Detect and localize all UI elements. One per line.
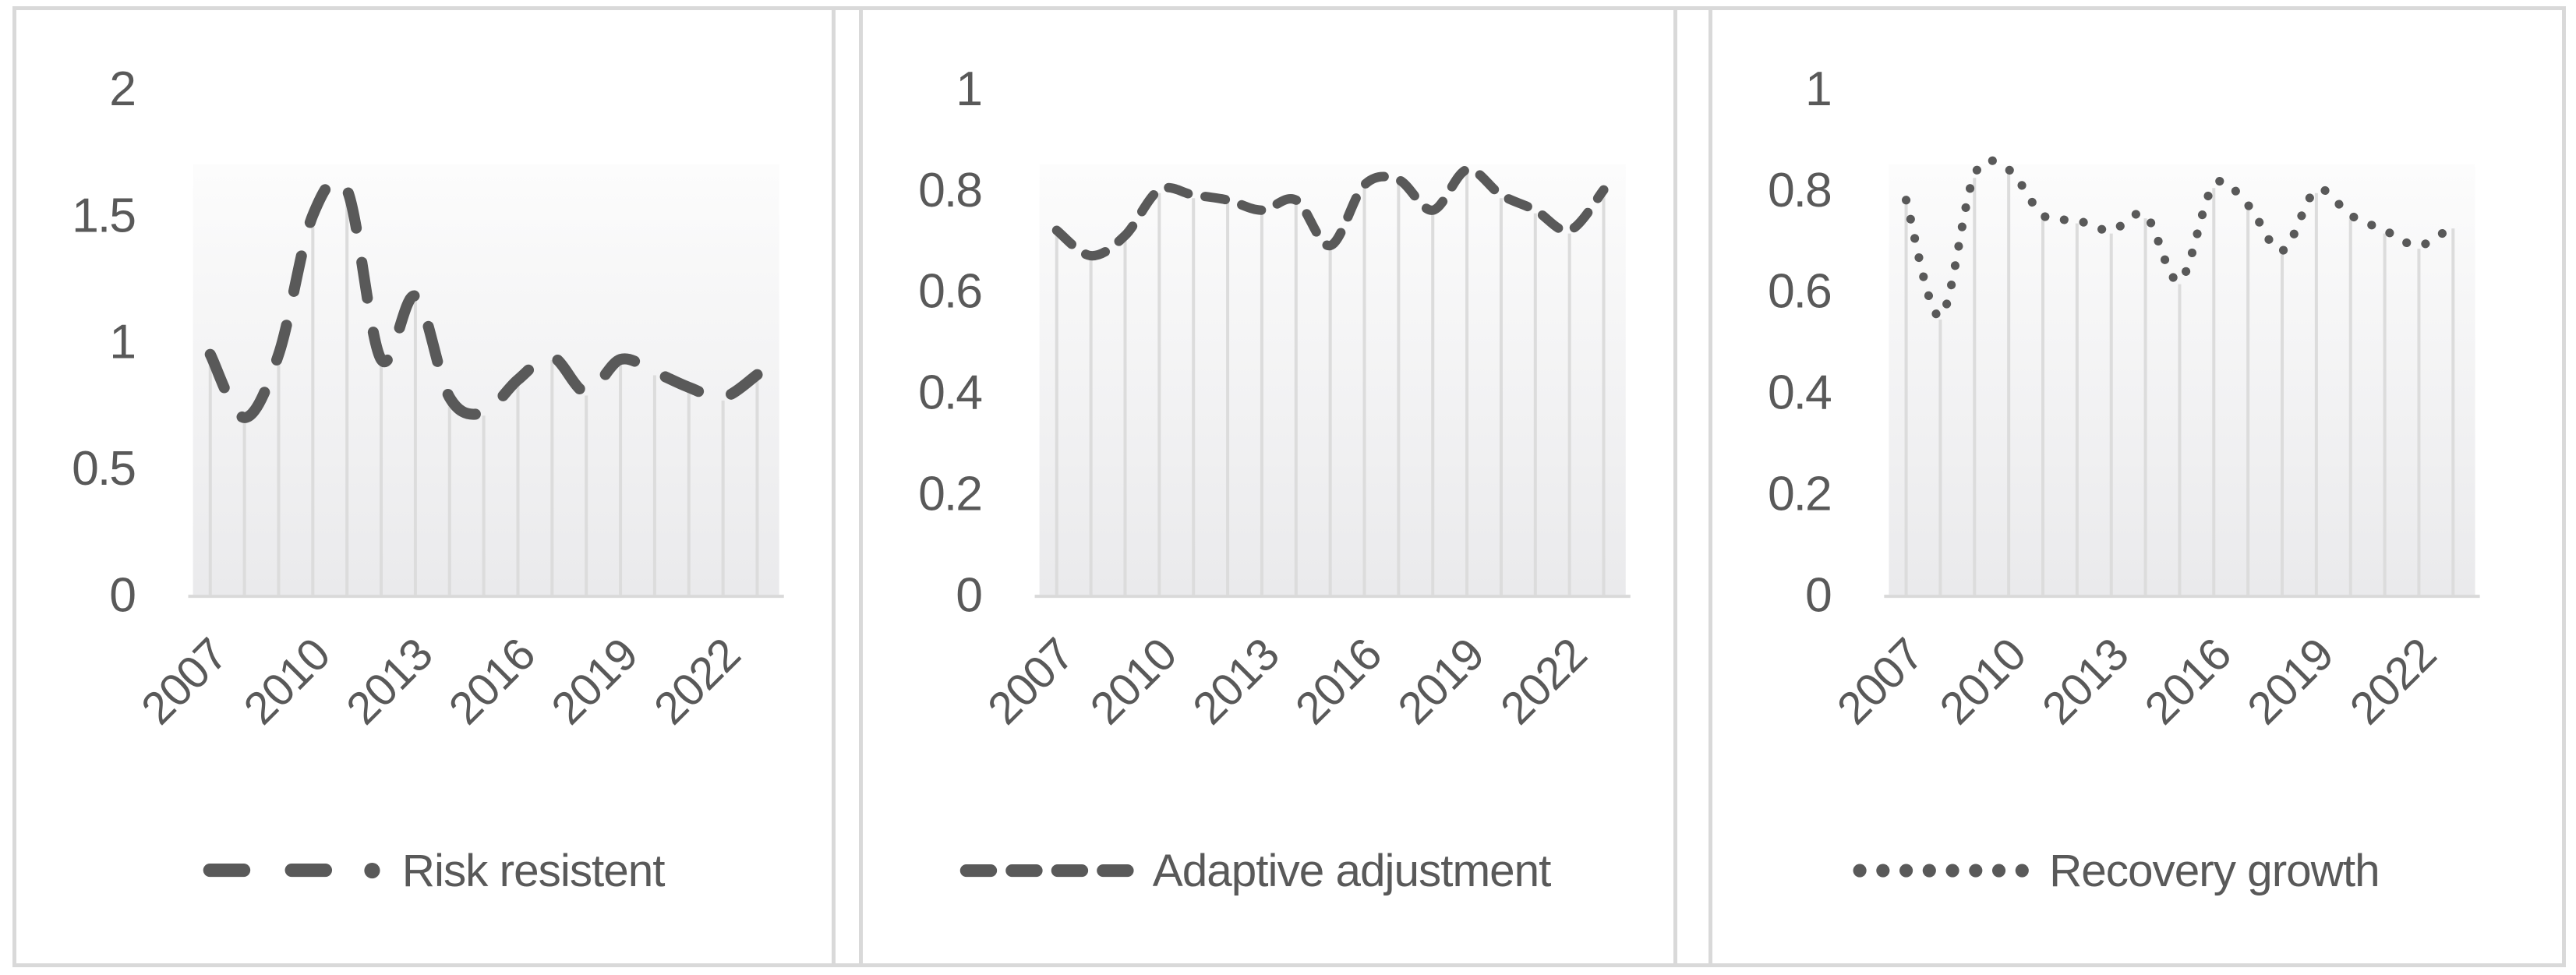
y-tick-label: 2: [109, 62, 135, 116]
legend: Adaptive adjustment: [959, 846, 1552, 896]
legend-dot-icon: [1922, 864, 1936, 878]
droplines: [1904, 172, 2455, 595]
legend-dot-icon: [2015, 864, 2029, 878]
x-tick-label: 2010: [235, 629, 340, 734]
x-tick-label: 2013: [337, 629, 442, 734]
x-tick-label: 2010: [1081, 629, 1186, 734]
legend-dash-icon: [1051, 864, 1089, 878]
plot-area: [1889, 164, 2475, 595]
legend-dash-icon: [284, 863, 333, 878]
x-tick-label: 2019: [542, 629, 647, 734]
y-tick-label: 0.6: [918, 264, 981, 319]
x-tick-label: 2007: [978, 629, 1083, 734]
y-tick-label: 0.2: [918, 466, 981, 521]
y-tick-label: 1: [109, 315, 135, 369]
droplines: [1055, 172, 1606, 595]
adaptive-adjustment-line: [1051, 164, 1609, 261]
legend: Recovery growth: [1853, 846, 2380, 896]
y-tick-label: 0: [109, 567, 135, 622]
legend-dot-icon: [1991, 864, 2006, 878]
y-tick-label: 0: [1805, 567, 1831, 622]
plot-area: [1039, 164, 1626, 595]
y-tick-label: 1: [956, 62, 981, 116]
legend-label: Recovery growth: [2049, 846, 2380, 896]
legend-dash-icon: [1005, 864, 1043, 878]
x-tick-label: 2016: [2136, 629, 2241, 734]
x-tick-label: 2016: [440, 629, 545, 734]
legend-dash-icon: [1097, 864, 1134, 878]
x-tick-label: 2022: [645, 629, 750, 734]
x-tick-label: 2022: [1491, 629, 1596, 734]
legend-label: Adaptive adjustment: [1153, 846, 1551, 896]
legend-dot-icon: [1969, 864, 1983, 878]
y-tick-label: 0.8: [1768, 163, 1831, 217]
droplines: [208, 193, 759, 595]
y-tick-label: 0.6: [1768, 264, 1831, 319]
x-tick-label: 2010: [1930, 629, 2035, 734]
x-tick-label: 2007: [1828, 629, 1933, 734]
legend-label: Risk resistent: [402, 846, 666, 896]
legend-dot-icon: [1899, 864, 1913, 878]
legend: Risk resistent: [203, 846, 666, 896]
x-tick-label: 2016: [1286, 629, 1391, 734]
legend-dot-icon: [1876, 864, 1890, 878]
y-tick-label: 0.8: [918, 163, 981, 217]
y-tick-label: 0.4: [918, 366, 981, 420]
legend-dot-icon: [364, 862, 380, 879]
x-tick-label: 2013: [1183, 629, 1288, 734]
x-tick-label: 2019: [2238, 629, 2343, 734]
y-tick-label: 1: [1805, 62, 1831, 116]
chart-panel-adaptive-adjustment: 0 0.2 0.4 0.6 0.8 1 2007 2010 2013 2016 2019 2022 Ad…: [859, 6, 1677, 967]
x-tick-label: 2022: [2341, 629, 2446, 734]
legend-dash-icon: [959, 864, 998, 878]
x-tick-label: 2019: [1388, 629, 1493, 734]
y-tick-label: 0.5: [72, 441, 135, 496]
x-tick-label: 2007: [132, 629, 237, 734]
y-tick-label: 1.5: [72, 188, 135, 242]
plot-area: [193, 164, 779, 595]
y-tick-label: 0: [956, 567, 981, 622]
legend-dash-icon: [203, 863, 251, 878]
chart-panel-recovery-growth: 0 0.2 0.4 0.6 0.8 1 2007 2010 2013 2016 2019 2022 Re…: [1708, 6, 2566, 967]
legend-dot-icon: [1853, 864, 1867, 878]
recovery-growth-line: [1902, 156, 2458, 321]
x-tick-label: 2013: [2033, 629, 2138, 734]
chart-panel-risk-resistent: 0 0.5 1 1.5 2 2007 2010 2013 2016 2019 2022 Risk re…: [12, 6, 836, 967]
legend-dot-icon: [1945, 864, 1959, 878]
y-tick-label: 0.2: [1768, 466, 1831, 521]
y-tick-label: 0.4: [1768, 366, 1831, 420]
